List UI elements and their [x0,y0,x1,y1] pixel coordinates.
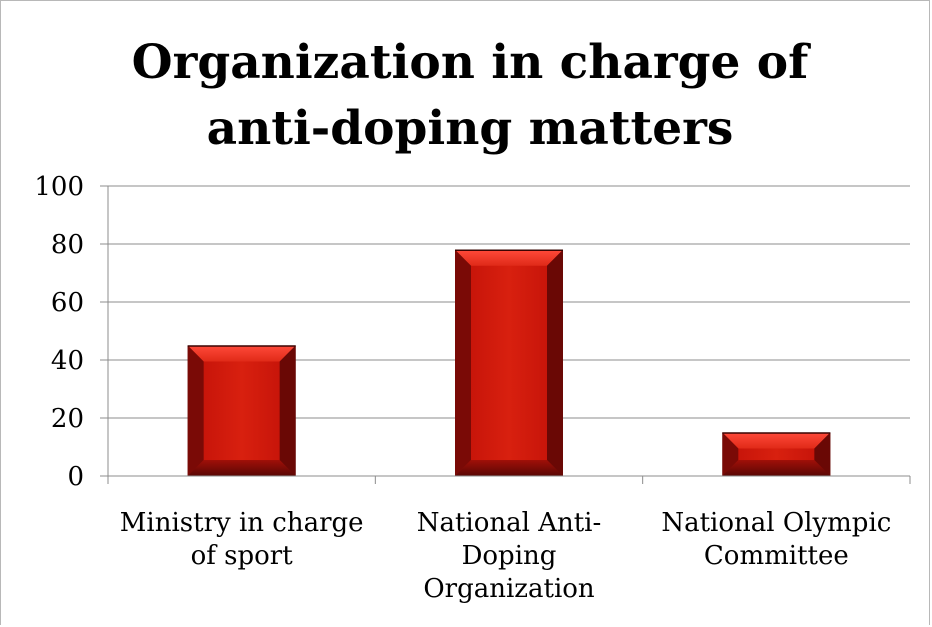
bar-right-bevel-2 [547,249,563,476]
bar-right-bevel-1 [279,345,296,476]
bar-bottom-bevel-1 [187,460,296,476]
y-tick-label-60: 60 [51,288,84,318]
bar-right-bevel-3 [814,432,831,476]
bar-top-bevel-3 [722,432,831,449]
bar-left-bevel-2 [455,249,471,476]
bar-bottom-bevel-3 [722,460,831,476]
y-tick-label-100: 100 [34,172,84,202]
y-tick-label-20: 20 [51,404,84,434]
bar-face-2 [455,249,563,476]
y-tick-label-80: 80 [51,230,84,260]
bar-bottom-bevel-2 [455,460,563,476]
bar-left-bevel-3 [722,432,739,476]
x-category-label-2: National Anti-Doping Organization [417,508,602,604]
bar-face-1 [187,345,296,476]
bar-3 [722,432,831,476]
bar-1 [187,345,296,476]
chart-title: Organization in charge of anti-doping ma… [131,35,809,156]
y-tick-label-0: 0 [67,462,84,492]
x-category-label-1: Ministry in charge of sport [120,508,364,571]
bar-2 [455,249,563,476]
bar-top-bevel-1 [187,345,296,362]
x-category-label-3: National Olympic Committee [661,508,891,571]
bar-left-bevel-1 [187,345,204,476]
y-tick-label-40: 40 [51,346,84,376]
bar-top-bevel-2 [455,249,563,266]
